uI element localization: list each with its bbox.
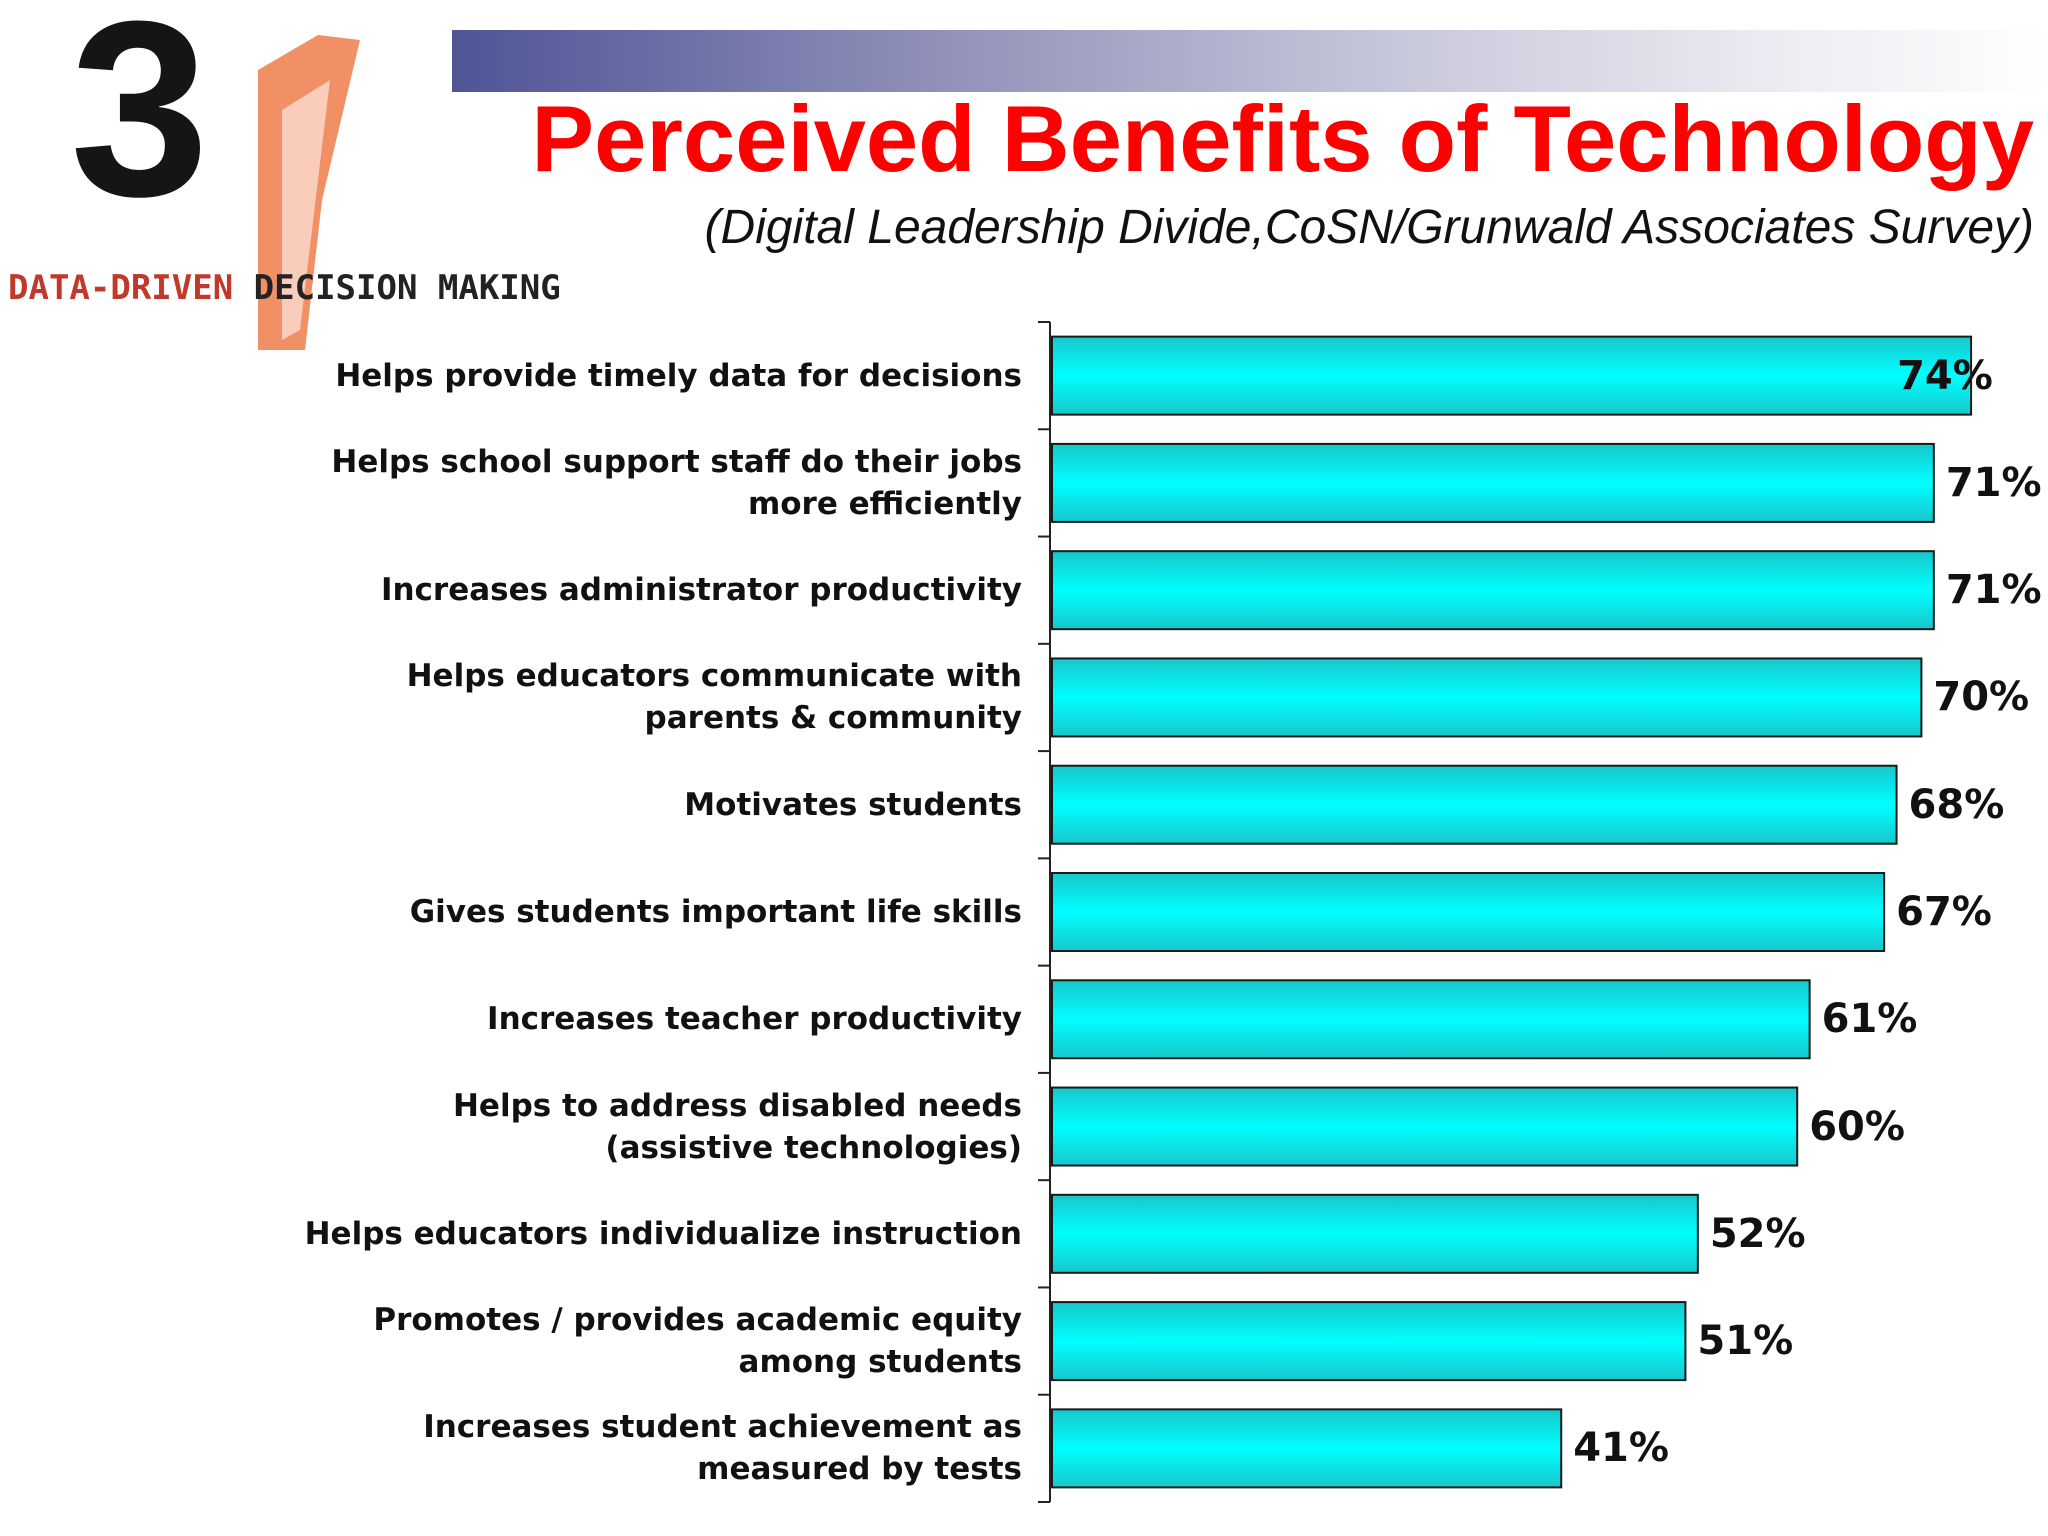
- bar: [1051, 442, 1935, 523]
- value-label: 70%: [1933, 674, 2030, 721]
- category-label: Increases student achievement as measure…: [423, 1409, 1022, 1488]
- svg-text:3: 3: [70, 0, 209, 248]
- value-label: 71%: [1945, 459, 2042, 506]
- bar: [1051, 979, 1811, 1060]
- category-label: Helps school support staff do their jobs…: [331, 443, 1022, 522]
- value-label: 51%: [1697, 1318, 1794, 1365]
- logo-caption-part1: DATA-DRIVEN: [8, 268, 234, 308]
- value-label: 74%: [1897, 352, 1993, 399]
- bar: [1051, 1193, 1699, 1274]
- bar: [1051, 550, 1935, 631]
- value-label: 41%: [1573, 1425, 1669, 1472]
- value-label: 68%: [1908, 781, 2005, 828]
- bar: [1051, 335, 1973, 416]
- logo-caption: DATA-DRIVEN DECISION MAKING: [8, 268, 561, 308]
- category-label: Helps educators individualize instructio…: [304, 1215, 1022, 1252]
- category-label: Helps to address disabled needs (assisti…: [452, 1087, 1022, 1166]
- category-label: Helps educators communicate with parents…: [406, 658, 1022, 737]
- category-label: Increases teacher productivity: [487, 1001, 1022, 1038]
- bar: [1051, 657, 1923, 738]
- page-subtitle: (Digital Leadership Divide,CoSN/Grunwald…: [704, 201, 2034, 254]
- bar: [1051, 872, 1886, 952]
- category-label: Promotes / provides academic equity amon…: [373, 1302, 1022, 1381]
- value-label: 71%: [1945, 567, 2042, 614]
- value-label: 60%: [1809, 1103, 1905, 1150]
- value-label: 52%: [1709, 1210, 1806, 1257]
- category-label: Helps provide timely data for decisions: [335, 357, 1022, 394]
- value-label: 61%: [1821, 996, 1918, 1043]
- logo-caption-part2: DECISION MAKING: [253, 268, 561, 308]
- logo-3d-icon: 3: [70, 0, 360, 350]
- category-label: Increases administrator productivity: [380, 572, 1022, 609]
- bar: [1051, 1301, 1687, 1382]
- bar: [1051, 764, 1898, 845]
- value-label: 67%: [1896, 889, 1992, 935]
- bar: [1051, 1408, 1563, 1489]
- chart-bars: [1051, 335, 1973, 1489]
- category-label: Gives students important life skills: [409, 894, 1022, 930]
- category-label: Motivates students: [684, 786, 1022, 823]
- bar: [1051, 1086, 1799, 1167]
- title-gradient-band: [452, 30, 2048, 92]
- chart-axis: [1038, 321, 1051, 1503]
- page-title: Perceived Benefits of Technology: [531, 86, 2034, 191]
